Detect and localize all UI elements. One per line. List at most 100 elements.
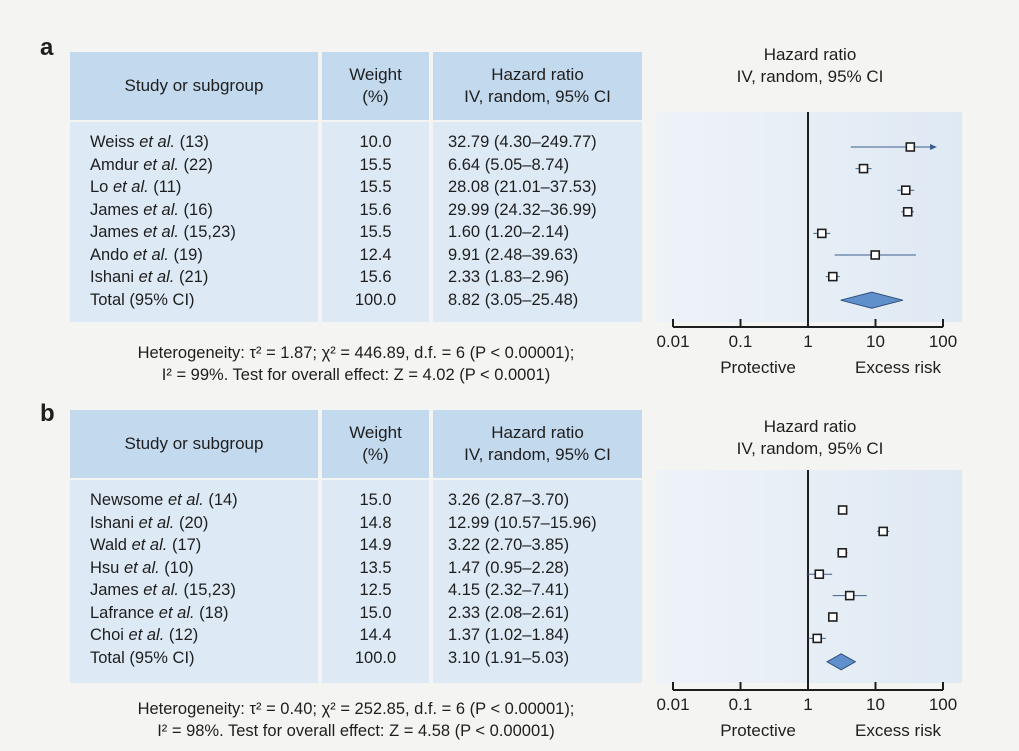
panel-label-b: b: [40, 400, 55, 427]
total-label: Total (95% CI): [90, 648, 195, 667]
hr-value: 29.99 (24.32–36.99): [448, 200, 597, 219]
study-label: Newsome et al. (14): [90, 491, 238, 509]
axis-label-protective: Protective: [720, 358, 796, 377]
study-label: James et al. (16): [90, 200, 213, 219]
plot-header-a: Hazard ratio IV, random, 95% CI: [736, 45, 884, 86]
point-estimate: [837, 505, 848, 515]
weight-column-b: 15.0 14.8 14.9 13.5 12.5 15.0 14.4 100.0: [322, 489, 429, 669]
axis-label-protective: Protective: [720, 721, 796, 740]
study-label: Ishani et al. (20): [90, 513, 209, 532]
x-tick-label: 100: [929, 332, 957, 351]
hr-value: 8.82 (3.05–25.48): [448, 290, 579, 309]
weight-value: 15.5: [359, 155, 392, 174]
weight-value: 15.5: [359, 223, 392, 241]
point-estimate: [905, 142, 916, 152]
study-label: Choi et al. (12): [90, 626, 199, 644]
panel-label-a: a: [40, 34, 54, 61]
point-estimate: [858, 163, 869, 174]
weight-value: 10.0: [359, 133, 392, 151]
col-header-weight: Weight (%): [349, 65, 402, 106]
total-label: Total (95% CI): [90, 290, 195, 309]
weight-value: 15.0: [359, 603, 392, 622]
weight-value: 12.5: [359, 581, 392, 599]
heterogeneity-footer-a: Heterogeneity: τ² = 1.87; χ² = 446.89, d…: [137, 344, 575, 384]
hr-value: 9.91 (2.48–39.63): [448, 245, 579, 264]
point-estimate: [837, 547, 848, 558]
point-estimate: [878, 526, 888, 537]
study-label: Ando et al. (19): [90, 245, 203, 264]
x-tick-label: 0.01: [656, 332, 689, 351]
study-label: Lafrance et al. (18): [90, 603, 229, 622]
hr-value: 28.08 (21.01–37.53): [448, 178, 597, 196]
hr-value: 6.64 (5.05–8.74): [448, 155, 570, 174]
col-header-weight: Weight (%): [349, 423, 402, 464]
hr-value: 3.22 (2.70–3.85): [448, 536, 570, 554]
weight-value: 14.4: [359, 626, 392, 644]
pooled-diamond: [840, 291, 904, 309]
point-estimate: [900, 185, 911, 195]
point-estimate: [844, 590, 855, 601]
study-label: Wald et al. (17): [90, 536, 202, 554]
weight-value: 13.5: [359, 558, 392, 577]
axis-label-excess-risk: Excess risk: [855, 358, 941, 377]
x-tick-label: 0.1: [729, 695, 753, 714]
x-tick-label: 0.1: [729, 332, 753, 351]
study-column-a: Weiss et al. (13) Amdur et al. (22) Lo e…: [90, 131, 236, 311]
hr-value: 2.33 (2.08–2.61): [448, 603, 570, 622]
pooled-diamond: [825, 653, 857, 671]
study-label: James et al. (15,23): [90, 581, 236, 599]
col-header-hazard-ratio: Hazard ratio IV, random, 95% CI: [464, 423, 611, 464]
weight-value: 12.4: [359, 245, 392, 264]
study-label: Weiss et al. (13): [90, 133, 209, 151]
weight-value: 15.5: [359, 178, 392, 196]
plot-header-b: Hazard ratio IV, random, 95% CI: [736, 417, 884, 458]
x-tick-label: 100: [929, 695, 957, 714]
weight-value: 15.6: [359, 200, 392, 219]
x-tick-label: 10: [866, 695, 885, 714]
weight-value: 14.8: [359, 513, 392, 532]
ci-arrow: [930, 144, 937, 150]
column-divider: [429, 410, 433, 683]
table-header-a: [70, 52, 642, 120]
hr-value: 12.99 (10.57–15.96): [448, 513, 597, 532]
point-estimate: [812, 633, 823, 644]
x-tick-label: 0.01: [656, 695, 689, 714]
table-body-a: [70, 122, 642, 322]
study-label: Hsu et al. (10): [90, 558, 194, 577]
weight-value: 15.6: [359, 268, 392, 286]
point-estimate: [827, 612, 838, 622]
col-header-study: Study or subgroup: [124, 76, 264, 95]
study-label: James et al. (15,23): [90, 223, 236, 241]
x-tick-label: 1: [803, 695, 812, 714]
study-label: Amdur et al. (22): [90, 155, 213, 174]
study-label: Ishani et al. (21): [90, 268, 209, 286]
x-tick-label: 10: [866, 332, 885, 351]
heterogeneity-footer-b: Heterogeneity: τ² = 0.40; χ² = 252.85, d…: [137, 700, 575, 740]
hr-column-b: 3.26 (2.87–3.70) 12.99 (10.57–15.96) 3.2…: [448, 489, 597, 669]
weight-value: 100.0: [354, 648, 397, 667]
table-header-b: [70, 410, 642, 478]
table-body-b: [70, 480, 642, 683]
hr-value: 2.33 (1.83–2.96): [448, 268, 570, 286]
col-header-hazard-ratio: Hazard ratio IV, random, 95% CI: [464, 65, 611, 106]
x-tick-label: 1: [803, 332, 812, 351]
column-divider: [318, 52, 322, 322]
weight-column-a: 10.0 15.5 15.5 15.6 15.5 12.4 15.6 100.0: [322, 131, 429, 311]
study-column-b: Newsome et al. (14) Ishani et al. (20) W…: [90, 489, 238, 669]
point-estimate: [816, 228, 827, 239]
point-estimate: [827, 271, 838, 282]
weight-value: 100.0: [354, 290, 397, 309]
col-header-study: Study or subgroup: [124, 434, 264, 453]
hr-value: 1.37 (1.02–1.84): [448, 626, 570, 644]
hr-value: 32.79 (4.30–249.77): [448, 133, 597, 151]
point-estimate: [870, 250, 881, 260]
hr-value: 4.15 (2.32–7.41): [448, 581, 570, 599]
weight-value: 14.9: [359, 536, 392, 554]
column-divider: [429, 52, 433, 322]
point-estimate: [814, 569, 825, 580]
hr-column-a: 32.79 (4.30–249.77) 6.64 (5.05–8.74) 28.…: [448, 131, 597, 311]
point-estimate: [902, 207, 913, 217]
hr-value: 3.10 (1.91–5.03): [448, 648, 570, 667]
